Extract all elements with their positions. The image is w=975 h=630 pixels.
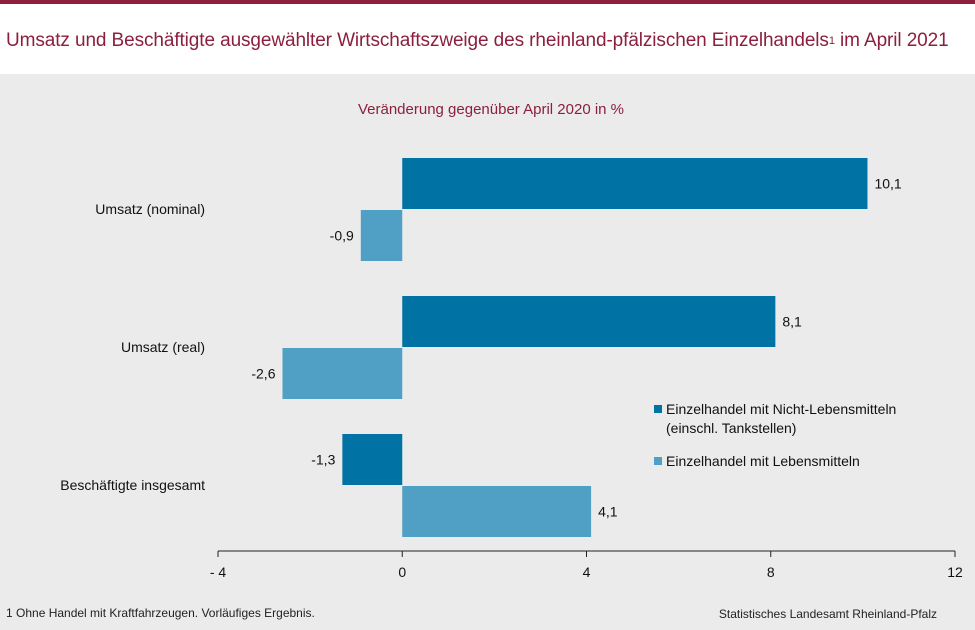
- legend-swatch: [654, 405, 662, 413]
- header: Umsatz und Beschäftigte ausgewählter Wir…: [0, 4, 975, 74]
- x-tick-label: 0: [398, 564, 406, 580]
- x-tick-label: 4: [583, 564, 591, 580]
- data-label: -2,6: [251, 366, 275, 382]
- page-title: Umsatz und Beschäftigte ausgewählter Wir…: [6, 30, 949, 52]
- bar-non-food-1: [402, 296, 776, 347]
- title-footnote-mark: 1: [828, 35, 835, 47]
- bar-non-food-2: [342, 434, 403, 485]
- bar-food-2: [402, 486, 592, 537]
- data-label: 10,1: [874, 176, 901, 192]
- legend-label: Einzelhandel mit Nicht-Lebensmitteln: [666, 401, 896, 417]
- data-label: -0,9: [330, 228, 354, 244]
- bar-food-0: [360, 210, 403, 261]
- category-label: Umsatz (real): [121, 339, 205, 355]
- data-label: 4,1: [598, 504, 618, 520]
- title-text: Umsatz und Beschäftigte ausgewählter Wir…: [6, 30, 829, 51]
- legend-swatch: [654, 457, 662, 465]
- x-tick-label: 8: [767, 564, 775, 580]
- title-suffix: im April 2021: [834, 30, 949, 51]
- top-accent-bar: [0, 0, 975, 4]
- source-credit: Statistisches Landesamt Rheinland-Pfalz: [718, 607, 937, 621]
- x-tick-label: - 4: [210, 564, 227, 580]
- chart-subtitle: Veränderung gegenüber April 2020 in %: [358, 101, 624, 118]
- footnote: 1 Ohne Handel mit Kraftfahrzeugen. Vorlä…: [6, 606, 315, 620]
- category-label: Umsatz (nominal): [95, 201, 205, 217]
- data-label: -1,3: [311, 452, 335, 468]
- category-label: Beschäftigte insgesamt: [60, 477, 205, 493]
- legend-label: Einzelhandel mit Lebensmitteln: [666, 453, 860, 469]
- bar-non-food-0: [402, 158, 868, 209]
- legend-label: (einschl. Tankstellen): [666, 420, 796, 436]
- x-tick-label: 12: [947, 564, 963, 580]
- data-label: 8,1: [782, 314, 802, 330]
- bar-food-1: [282, 348, 403, 399]
